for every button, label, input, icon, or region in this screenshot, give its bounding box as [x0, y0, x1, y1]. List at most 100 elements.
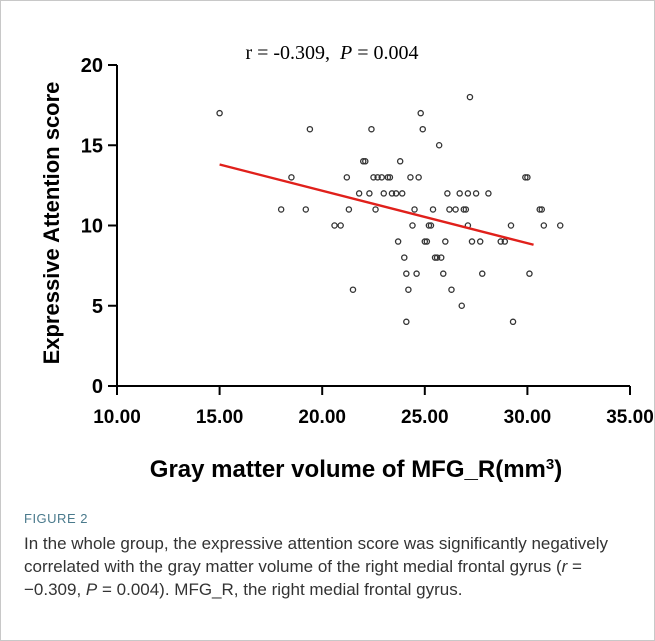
- p-value-text: = 0.004: [352, 42, 418, 64]
- data-point: [538, 206, 546, 213]
- data-point: [366, 190, 373, 197]
- figure-caption-text: In the whole group, the expressive atten…: [24, 532, 634, 601]
- data-point: [440, 270, 447, 277]
- data-point: [464, 190, 472, 197]
- data-point: [442, 238, 449, 245]
- data-point: [374, 174, 381, 181]
- y-tick-label: 0: [92, 376, 103, 398]
- data-point: [355, 190, 363, 197]
- caption-part: r: [561, 557, 568, 576]
- r-value-text: r = -0.309,: [245, 42, 330, 64]
- data-point: [302, 206, 310, 213]
- x-axis-label: Gray matter volume of MFG_R(mm3): [150, 456, 562, 484]
- caption-part: = 0.004). MFG_R, the right medial fronta…: [97, 580, 463, 599]
- data-point: [362, 158, 369, 165]
- data-point: [556, 222, 564, 229]
- data-point: [372, 206, 379, 213]
- data-point: [403, 270, 410, 277]
- x-axis-label-exp: 3: [546, 456, 554, 473]
- x-tick-label: 10.00: [93, 407, 141, 428]
- data-point: [306, 125, 314, 133]
- caption-part: In the whole group, the expressive atten…: [24, 534, 608, 576]
- data-point: [392, 190, 400, 197]
- data-point: [394, 238, 402, 245]
- data-point: [476, 238, 484, 245]
- x-axis-label-main: Gray matter volume of MFG_R: [150, 456, 495, 483]
- data-point: [462, 206, 470, 213]
- figure-label: FIGURE 2: [24, 511, 88, 526]
- data-point: [401, 254, 408, 261]
- data-point: [472, 190, 480, 197]
- data-point: [415, 174, 422, 181]
- x-tick-label: 30.00: [504, 407, 552, 428]
- data-point: [288, 174, 295, 181]
- data-point: [497, 238, 504, 245]
- y-axis-label: Expressive Attention score: [39, 82, 64, 365]
- data-point: [507, 222, 515, 229]
- data-point: [419, 125, 426, 133]
- y-tick-label: 5: [92, 296, 103, 318]
- data-point: [345, 206, 353, 213]
- points-group: [216, 93, 564, 326]
- data-point: [456, 190, 463, 197]
- data-point: [479, 270, 486, 277]
- data-point: [524, 174, 531, 181]
- data-point: [405, 286, 412, 293]
- data-point: [509, 318, 517, 326]
- data-point: [425, 222, 433, 229]
- data-point: [349, 286, 357, 293]
- data-point: [388, 190, 396, 197]
- x-axis-label-unit-end: ): [554, 456, 562, 483]
- p-label-text: P: [339, 42, 352, 64]
- data-point: [423, 238, 431, 245]
- data-point: [277, 206, 285, 213]
- data-point: [378, 174, 385, 181]
- data-point: [452, 206, 459, 213]
- data-point: [396, 158, 404, 165]
- fit-line-group: [219, 163, 534, 246]
- x-tick-label: 15.00: [196, 407, 244, 428]
- data-point: [526, 270, 533, 277]
- data-point: [368, 125, 375, 133]
- data-point: [540, 222, 548, 229]
- scatter-chart: r = -0.309, P = 0.004 10.00 15.00 20.00 25.0…: [39, 42, 654, 484]
- data-point: [337, 222, 344, 229]
- data-point: [427, 222, 435, 229]
- data-point: [411, 206, 418, 213]
- data-point: [444, 190, 451, 197]
- data-point: [216, 109, 223, 117]
- correlation-annotation: r = -0.309, P = 0.004: [245, 42, 418, 64]
- regression-line: [219, 163, 534, 246]
- figure-caption: FIGURE 2 In the whole group, the express…: [24, 511, 634, 601]
- data-point: [435, 141, 443, 149]
- data-point: [437, 254, 445, 261]
- data-point: [331, 222, 338, 229]
- data-point: [421, 238, 429, 245]
- x-tick-label: 20.00: [298, 407, 346, 428]
- data-point: [370, 174, 377, 181]
- data-point: [431, 254, 439, 261]
- data-point: [429, 206, 437, 213]
- data-point: [359, 158, 367, 165]
- data-point: [446, 206, 453, 213]
- caption-part: P: [85, 580, 98, 599]
- data-point: [485, 190, 492, 197]
- y-tick-label: 15: [81, 135, 103, 157]
- data-point: [433, 254, 441, 261]
- data-point: [522, 174, 529, 181]
- x-axis-label-unit: (mm: [495, 456, 546, 483]
- data-point: [409, 222, 416, 229]
- y-tick-label: 10: [81, 216, 103, 238]
- data-point: [501, 238, 509, 245]
- data-point: [403, 318, 410, 326]
- axes-group: 10.00 15.00 20.00 25.00 30.00 35.00 0 5 10 15 20: [81, 55, 654, 428]
- data-point: [386, 174, 394, 181]
- x-tick-label: 35.00: [606, 407, 654, 428]
- data-point: [460, 206, 468, 213]
- data-point: [468, 238, 476, 245]
- data-point: [398, 190, 406, 197]
- data-point: [384, 174, 392, 181]
- data-point: [536, 206, 543, 213]
- x-tick-label: 25.00: [401, 407, 449, 428]
